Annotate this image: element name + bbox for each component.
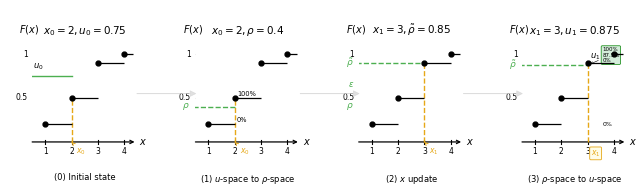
- Text: $x$: $x$: [466, 137, 474, 147]
- Text: $u_0$: $u_0$: [33, 62, 44, 73]
- Text: 2: 2: [396, 147, 401, 156]
- Text: 3: 3: [585, 147, 590, 156]
- Text: 100%: 100%: [237, 91, 256, 97]
- Title: $x_0 = 2, \rho = 0.4$: $x_0 = 2, \rho = 0.4$: [211, 24, 285, 38]
- Text: 75%
$(u_0\times100\%)$: 75% $(u_0\times100\%)$: [0, 190, 1, 191]
- Text: $\tilde{\rho}$: $\tilde{\rho}$: [346, 56, 353, 70]
- Text: $u_1$: $u_1$: [590, 52, 600, 62]
- Text: 1: 1: [23, 49, 28, 58]
- Text: $F(x)$: $F(x)$: [19, 23, 40, 36]
- Text: 2: 2: [232, 147, 237, 156]
- Text: 100%
87.5%
0%: 100% 87.5% 0%: [591, 47, 620, 64]
- Text: 4: 4: [612, 147, 616, 156]
- Text: 0%: 0%: [237, 117, 248, 123]
- Text: $x_0$: $x_0$: [72, 142, 86, 157]
- Text: $x_1$: $x_1$: [424, 142, 439, 157]
- Text: $x_1$: $x_1$: [591, 148, 600, 159]
- Text: $\rho$: $\rho$: [182, 101, 190, 112]
- Text: (0) Initial state: (0) Initial state: [54, 173, 115, 182]
- Text: 0.5: 0.5: [506, 93, 518, 103]
- Text: 1: 1: [43, 147, 47, 156]
- Text: 3: 3: [259, 147, 264, 156]
- Text: (1) $u$-space to $\rho$-space: (1) $u$-space to $\rho$-space: [200, 173, 296, 186]
- Text: $x_0$: $x_0$: [235, 142, 250, 157]
- Text: $x$: $x$: [629, 137, 637, 147]
- Text: $F(x)$: $F(x)$: [182, 23, 203, 36]
- Text: (3) $\rho$-space to $u$-space: (3) $\rho$-space to $u$-space: [527, 173, 622, 186]
- Text: 3: 3: [422, 147, 427, 156]
- Text: 2: 2: [69, 147, 74, 156]
- Text: 0%: 0%: [602, 122, 612, 127]
- Text: 0.5: 0.5: [15, 93, 28, 103]
- Text: 1: 1: [532, 147, 538, 156]
- Text: 4: 4: [122, 147, 127, 156]
- Text: $\tilde{\rho}$: $\tilde{\rho}$: [509, 58, 516, 72]
- Text: 1: 1: [186, 49, 191, 58]
- Title: $x_0 = 2, u_0 = 0.75$: $x_0 = 2, u_0 = 0.75$: [43, 24, 127, 38]
- Text: 1: 1: [513, 49, 518, 58]
- Text: $x$: $x$: [140, 137, 148, 147]
- Text: 2: 2: [559, 147, 564, 156]
- Text: (2) $x$ update: (2) $x$ update: [385, 173, 438, 186]
- Title: $x_1 = 3, \tilde{\rho} = 0.85$: $x_1 = 3, \tilde{\rho} = 0.85$: [372, 23, 451, 38]
- Text: 4: 4: [285, 147, 290, 156]
- Text: $F(x)$: $F(x)$: [509, 23, 529, 36]
- Text: 1: 1: [206, 147, 211, 156]
- Text: 4: 4: [448, 147, 453, 156]
- Text: $\rho$: $\rho$: [346, 101, 353, 112]
- Text: 1: 1: [369, 147, 374, 156]
- Text: $\varepsilon$: $\varepsilon$: [348, 80, 355, 89]
- Text: 0.5: 0.5: [179, 93, 191, 103]
- Text: 0.5: 0.5: [342, 93, 355, 103]
- Text: 3: 3: [95, 147, 100, 156]
- Title: $x_1 = 3, u_1 = 0.875$: $x_1 = 3, u_1 = 0.875$: [529, 24, 620, 38]
- Text: $F(x)$: $F(x)$: [346, 23, 366, 36]
- Text: 1: 1: [349, 49, 355, 58]
- Text: $x$: $x$: [303, 137, 311, 147]
